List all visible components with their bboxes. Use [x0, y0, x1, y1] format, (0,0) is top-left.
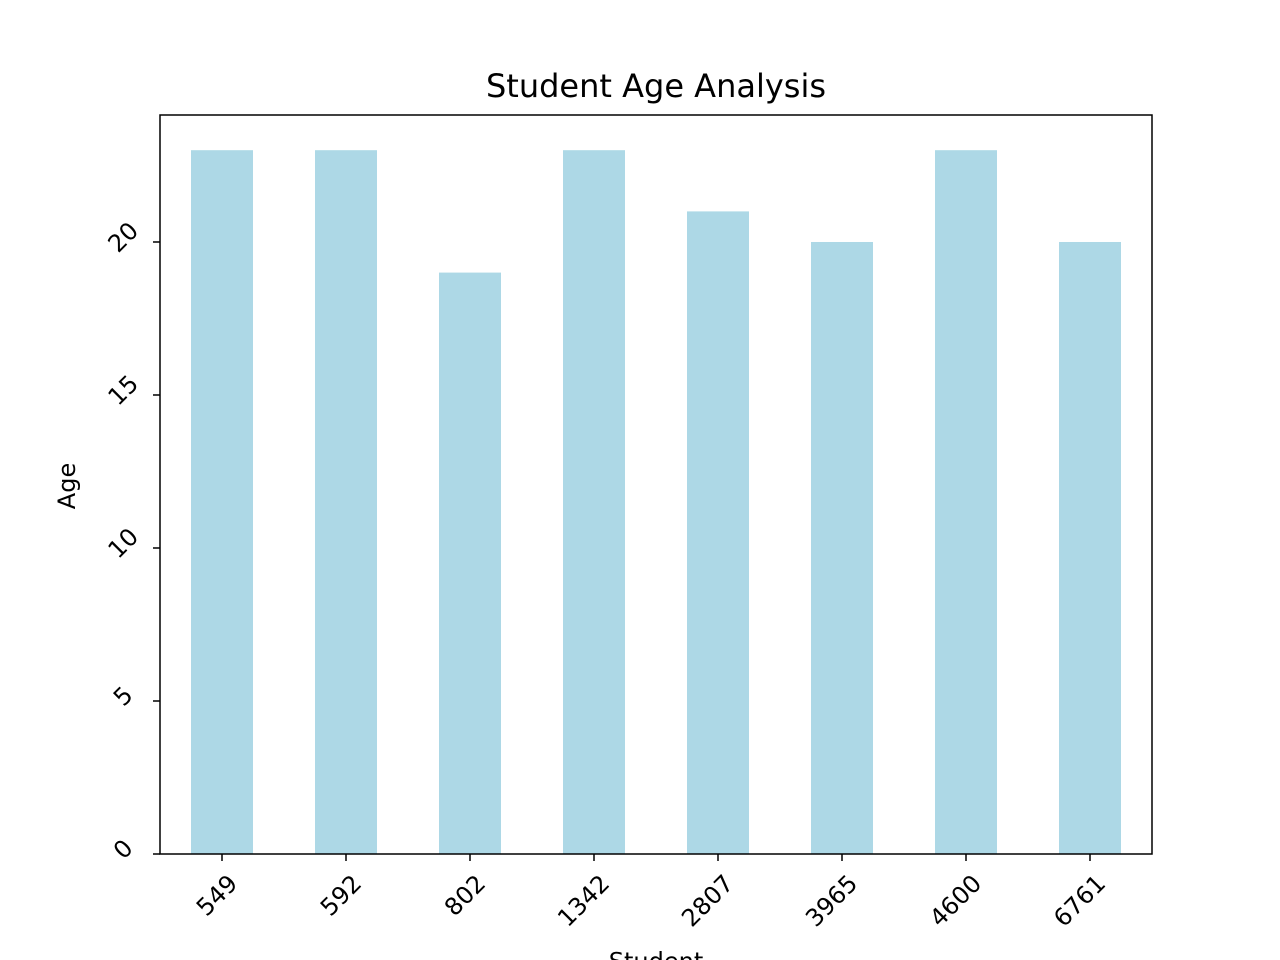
bar [811, 241, 873, 855]
x-tick-label: 1342 [552, 869, 615, 932]
y-tick-label: 10 [103, 523, 144, 564]
bar [935, 150, 997, 854]
bar [439, 272, 501, 854]
bar [191, 150, 253, 854]
chart-title: Student Age Analysis [486, 67, 826, 105]
bar [1059, 241, 1121, 855]
x-tick-label: 3965 [800, 869, 863, 932]
bar [563, 150, 625, 854]
y-tick-label: 0 [108, 834, 139, 865]
x-axis-label: Student [609, 948, 703, 960]
x-tick-label: 592 [315, 869, 367, 921]
y-tick-label: 15 [103, 370, 144, 411]
x-tick-label: 802 [439, 869, 491, 921]
x-tick-label: 4600 [924, 869, 987, 932]
y-tick-label: 5 [108, 681, 139, 712]
bar [687, 211, 749, 855]
x-tick-label: 549 [191, 869, 243, 921]
plot-frame [159, 114, 1153, 855]
x-tick-label: 2807 [676, 869, 739, 932]
y-axis-label: Age [53, 463, 81, 509]
x-tick-label: 6761 [1048, 869, 1111, 932]
y-tick-label: 20 [103, 217, 144, 258]
bar [315, 150, 377, 854]
